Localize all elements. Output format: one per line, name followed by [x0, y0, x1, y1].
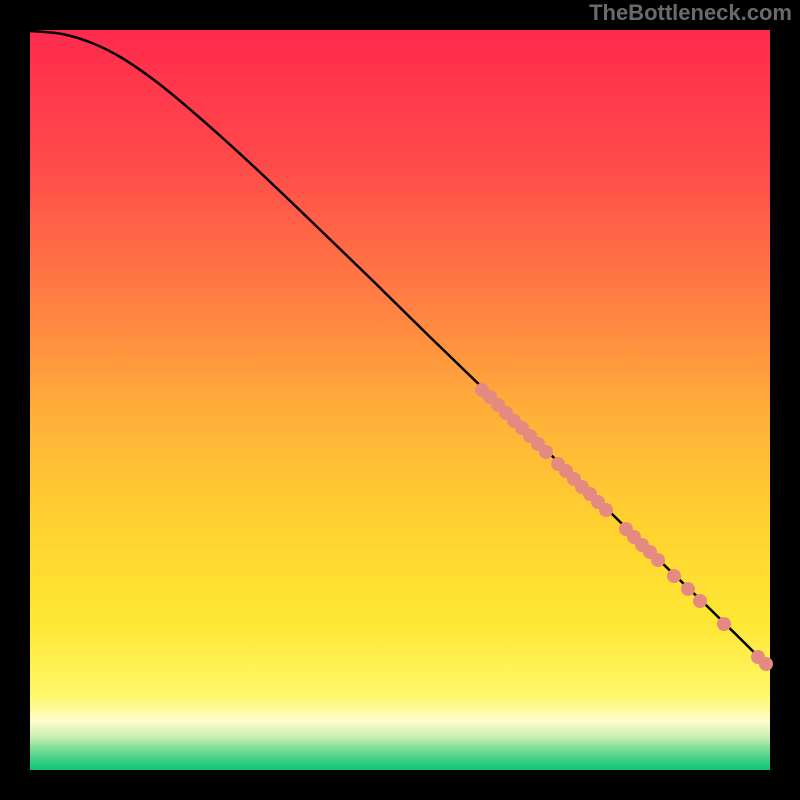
data-marker: [717, 617, 731, 631]
data-marker: [599, 503, 613, 517]
watermark-text: TheBottleneck.com: [589, 0, 792, 25]
data-marker: [681, 582, 695, 596]
data-marker: [651, 553, 665, 567]
data-marker: [539, 445, 553, 459]
data-marker: [759, 657, 773, 671]
plot-area: [30, 30, 770, 770]
chart-root: TheBottleneck.com: [0, 0, 800, 800]
data-marker: [693, 594, 707, 608]
data-marker: [667, 569, 681, 583]
